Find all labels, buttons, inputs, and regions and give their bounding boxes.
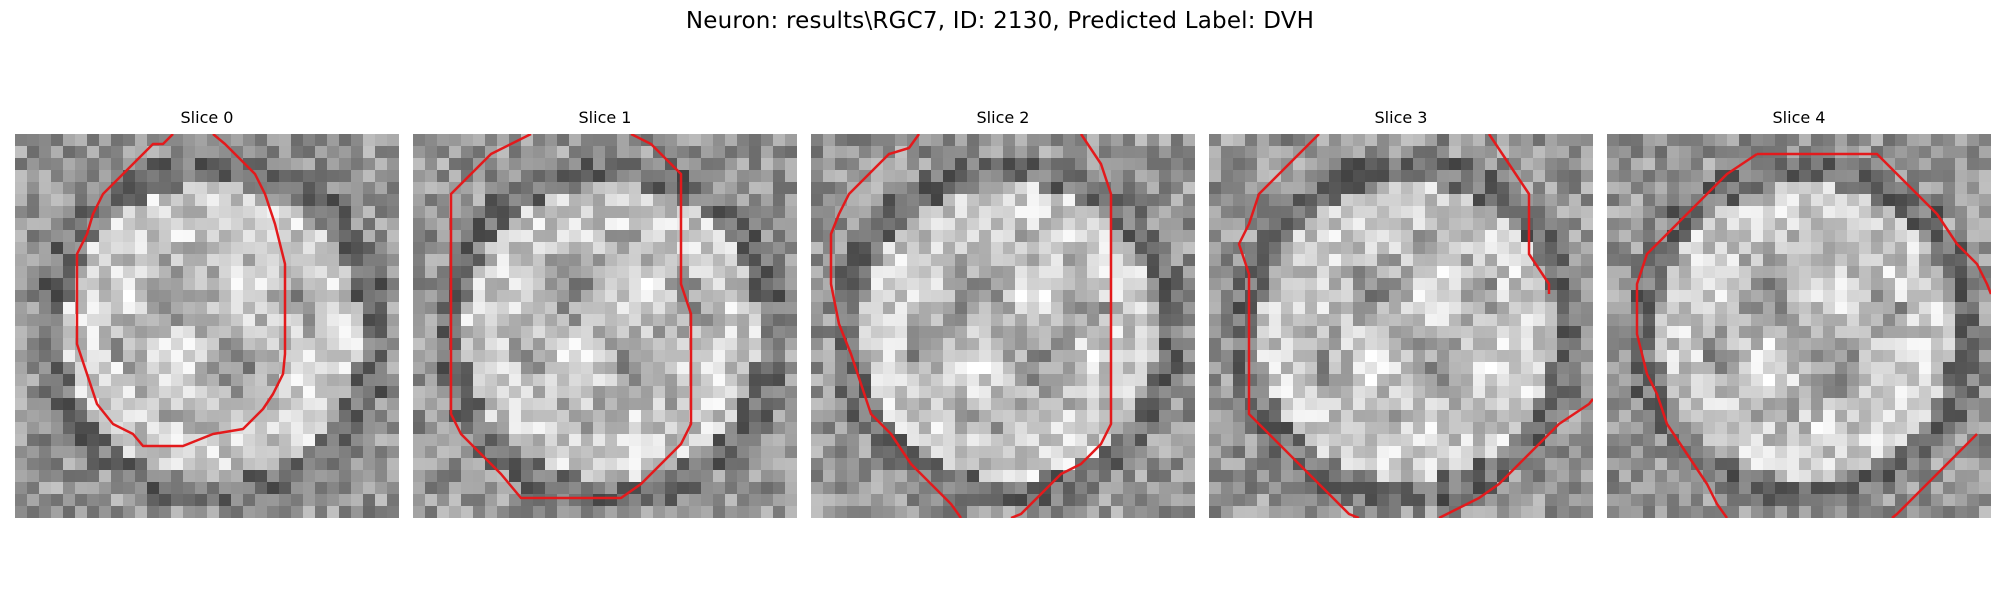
slice-title: Slice 4 xyxy=(1607,108,1991,127)
slice-title: Slice 0 xyxy=(15,108,399,127)
slice-image xyxy=(1607,134,1991,518)
slice-raster xyxy=(1607,134,1991,518)
slice-title: Slice 2 xyxy=(811,108,1195,127)
slice-title: Slice 1 xyxy=(413,108,797,127)
slice-image xyxy=(413,134,797,518)
slice-image xyxy=(15,134,399,518)
slice-raster xyxy=(15,134,399,518)
slice-raster xyxy=(811,134,1195,518)
slice-title: Slice 3 xyxy=(1209,108,1593,127)
slice-image xyxy=(1209,134,1593,518)
slice-image xyxy=(811,134,1195,518)
slice-raster xyxy=(1209,134,1593,518)
slice-raster xyxy=(413,134,797,518)
figure-title: Neuron: results\RGC7, ID: 2130, Predicte… xyxy=(0,8,2000,34)
